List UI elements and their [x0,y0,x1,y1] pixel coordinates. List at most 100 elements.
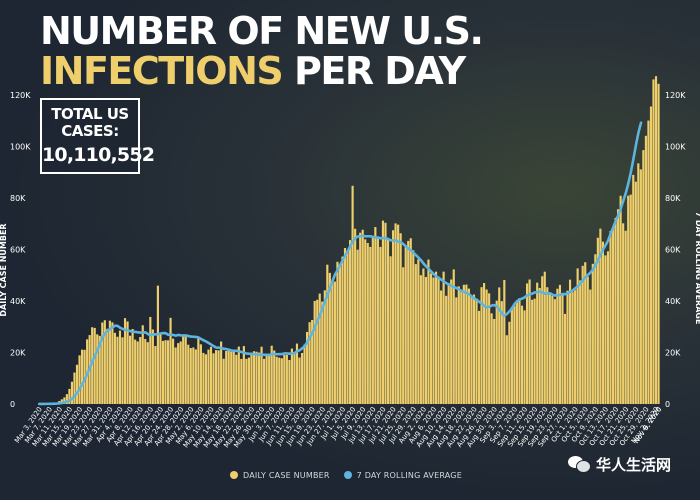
y-tick-label-right: 80K [665,194,681,203]
daily-case-bar [558,284,562,404]
y-tick-label-right: 0 [665,400,670,409]
watermark: 华人生活网 [568,452,671,476]
daily-case-bar [306,331,309,404]
y-axis-label-right: 7 DAY ROLLING AVERAGE [694,212,700,325]
daily-case-bar [197,336,200,404]
daily-case-bar [639,169,642,404]
daily-case-bar [611,228,615,404]
daily-case-bar [543,271,546,404]
legend-swatch-average [343,471,352,479]
daily-case-bar [515,301,519,404]
daily-case-bar [151,329,154,404]
daily-case-bar [298,357,301,404]
daily-case-bar [242,346,245,404]
daily-case-bar [369,246,372,404]
daily-case-bar [472,294,476,404]
daily-case-bar [538,287,541,404]
daily-case-bar [270,345,273,404]
daily-case-bar [343,248,347,404]
daily-case-bar [520,305,524,404]
daily-case-bar [419,275,422,404]
daily-case-bar [333,281,336,404]
daily-case-bar [604,255,607,404]
daily-case-bar [93,327,96,404]
daily-case-bar [70,381,74,404]
daily-case-bar [586,276,589,404]
daily-case-bar [65,394,68,404]
daily-case-bar [546,287,549,404]
daily-case-bar [78,355,81,404]
daily-case-bar [212,353,215,404]
daily-case-bar [571,292,574,404]
daily-case-bar [356,249,359,404]
daily-case-bar [149,316,152,404]
daily-case-bar [371,235,374,404]
daily-case-bar [579,280,582,404]
y-tick-label-left: 120K [10,91,31,100]
daily-case-bar [101,322,104,404]
chart-title-line2: INFECTIONS PER DAY [40,49,466,93]
daily-case-bar [548,293,551,404]
daily-case-bar [617,209,620,404]
daily-case-bar [450,279,453,404]
daily-case-bar [283,355,286,404]
daily-case-bar [172,338,175,404]
daily-case-bar [589,289,592,404]
daily-case-bar [404,246,407,404]
daily-case-bar [245,358,248,404]
daily-case-bar [513,305,516,404]
daily-case-bar [634,181,637,404]
daily-case-bar [505,335,508,404]
daily-case-bar [556,288,559,404]
daily-case-bar [467,288,470,404]
wechat-icon [568,455,591,473]
daily-case-bar [397,224,400,404]
daily-case-bar [591,263,594,404]
daily-case-bar [384,222,387,404]
daily-case-bar [275,356,278,404]
daily-case-bar [252,351,256,404]
daily-case-bar [111,322,114,404]
daily-case-bar [480,287,483,404]
legend-swatch-daily [230,471,238,479]
chart-title-line1: NUMBER OF NEW U.S. [40,9,484,53]
legend-item-average: 7 DAY ROLLING AVERAGE [343,471,462,480]
daily-case-bar [652,79,655,405]
daily-case-bar [541,276,544,404]
daily-case-bar [179,341,182,404]
daily-case-bar [429,273,433,404]
daily-case-bar [192,347,195,404]
y-tick-label-right: 40K [665,297,681,306]
daily-case-bar [146,342,149,404]
chart-title-rest: PER DAY [282,49,466,93]
daily-case-bar [637,163,640,404]
daily-case-bar [209,346,213,404]
daily-case-bar [106,328,109,404]
daily-case-bar [609,231,612,404]
daily-case-bar [414,264,417,404]
daily-case-bar [63,397,66,404]
daily-case-bar [321,301,324,404]
daily-case-bar [437,276,440,404]
daily-case-bar [374,227,377,404]
daily-case-bar [632,174,635,404]
daily-case-bar [649,106,653,404]
daily-case-bar [80,349,84,404]
daily-case-bar [503,279,506,404]
daily-case-bar [561,294,564,404]
daily-case-bar [336,261,339,404]
daily-case-bar [647,120,650,405]
daily-case-bar [528,279,531,404]
daily-case-bar [518,298,521,404]
daily-case-bar [288,359,291,404]
y-tick-label-left: 80K [10,194,26,203]
legend-label-daily: DAILY CASE NUMBER [243,470,330,480]
daily-case-bar [379,246,382,404]
daily-case-bar [118,330,122,404]
daily-case-bar [434,271,438,404]
daily-case-bar [407,240,410,404]
daily-case-bar [460,290,463,404]
daily-case-bar [381,220,385,404]
total-cases-value: 10,110,552 [42,144,155,166]
daily-case-bar [300,352,304,404]
